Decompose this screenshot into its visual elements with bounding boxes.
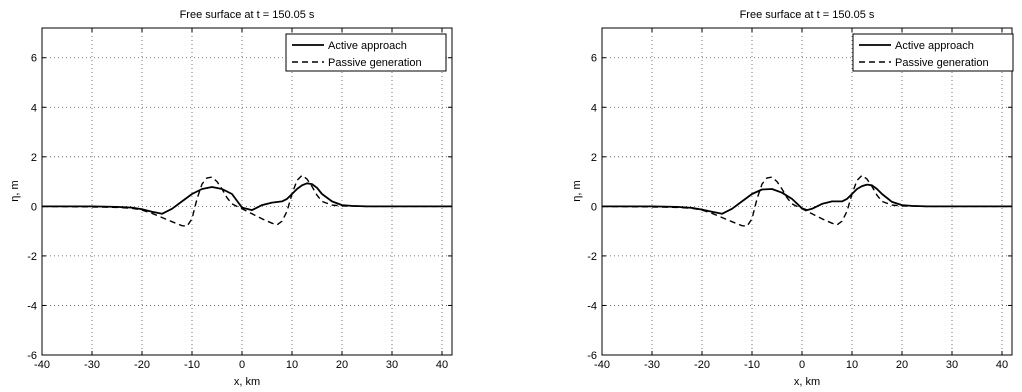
chart-title: Free surface at t = 150.05 s xyxy=(740,9,875,21)
x-tick-label: -10 xyxy=(184,359,200,371)
series-line-passive-generation xyxy=(41,174,452,227)
x-tick-label: 20 xyxy=(336,359,348,371)
plot-border xyxy=(41,27,453,356)
x-tick-labels: -40 -30 -20 -10 0 10 20 30 40 xyxy=(34,359,448,371)
series-line-passive-generation xyxy=(601,174,1012,227)
x-tick-label: 30 xyxy=(386,359,398,371)
y-tick-label: -6 xyxy=(27,350,37,362)
chart-title: Free surface at t = 150.05 s xyxy=(180,9,315,21)
x-tick-labels: -40 -30 -20 -10 0 10 20 30 40 xyxy=(594,359,1008,371)
legend-label-passive: Passive generation xyxy=(895,57,989,69)
x-tick-label: -20 xyxy=(134,359,150,371)
y-tick-label: -4 xyxy=(27,300,37,312)
y-axis-label: η, m xyxy=(9,180,21,201)
legend-box xyxy=(852,33,1014,72)
x-tick-label: -10 xyxy=(744,359,760,371)
y-tick-label: 4 xyxy=(31,102,37,114)
tick-marks xyxy=(41,28,452,356)
tick-marks xyxy=(601,28,1012,356)
x-tick-label: 40 xyxy=(436,359,448,371)
plot-area xyxy=(602,28,1012,355)
x-tick-label: 10 xyxy=(286,359,298,371)
legend-label-active: Active approach xyxy=(328,40,407,52)
x-tick-label: 0 xyxy=(239,359,245,371)
x-tick-label: -40 xyxy=(594,359,610,371)
y-tick-label: 6 xyxy=(591,53,597,65)
legend-label-passive: Passive generation xyxy=(328,57,422,69)
series-layer xyxy=(601,174,1012,227)
x-tick-label: 40 xyxy=(996,359,1008,371)
y-tick-labels: -6 -4 -2 0 2 4 6 xyxy=(27,53,37,362)
y-tick-label: 4 xyxy=(591,102,597,114)
x-tick-label: -30 xyxy=(84,359,100,371)
plot-area xyxy=(42,28,452,355)
y-tick-label: 0 xyxy=(31,201,37,213)
x-tick-label: -40 xyxy=(34,359,50,371)
series-line-active-approach xyxy=(42,182,452,215)
x-axis-label: x, km xyxy=(234,376,260,388)
y-axis-label: η, m xyxy=(571,180,583,201)
y-tick-label: -4 xyxy=(587,300,597,312)
y-tick-label: -2 xyxy=(587,251,597,263)
y-tick-label: 6 xyxy=(31,53,37,65)
y-tick-label: 2 xyxy=(591,152,597,164)
y-tick-label: 0 xyxy=(591,201,597,213)
legend-label-active: Active approach xyxy=(895,40,974,52)
y-tick-label: -2 xyxy=(27,251,37,263)
x-tick-label: 0 xyxy=(799,359,805,371)
series-layer xyxy=(41,174,452,227)
plot-border xyxy=(601,27,1013,356)
legend: Active approach Passive generation xyxy=(285,33,447,72)
x-tick-label: 20 xyxy=(896,359,908,371)
y-tick-label: 2 xyxy=(31,152,37,164)
legend-box xyxy=(285,33,447,72)
x-axis-label: x, km xyxy=(794,376,820,388)
y-tick-labels: -6 -4 -2 0 2 4 6 xyxy=(587,53,597,362)
x-tick-label: -30 xyxy=(644,359,660,371)
x-tick-label: 30 xyxy=(946,359,958,371)
gridlines xyxy=(42,28,452,355)
y-tick-label: -6 xyxy=(587,350,597,362)
x-tick-label: 10 xyxy=(846,359,858,371)
series-line-active-approach xyxy=(602,183,1012,215)
x-tick-label: -20 xyxy=(694,359,710,371)
legend: Active approach Passive generation xyxy=(852,33,1014,72)
